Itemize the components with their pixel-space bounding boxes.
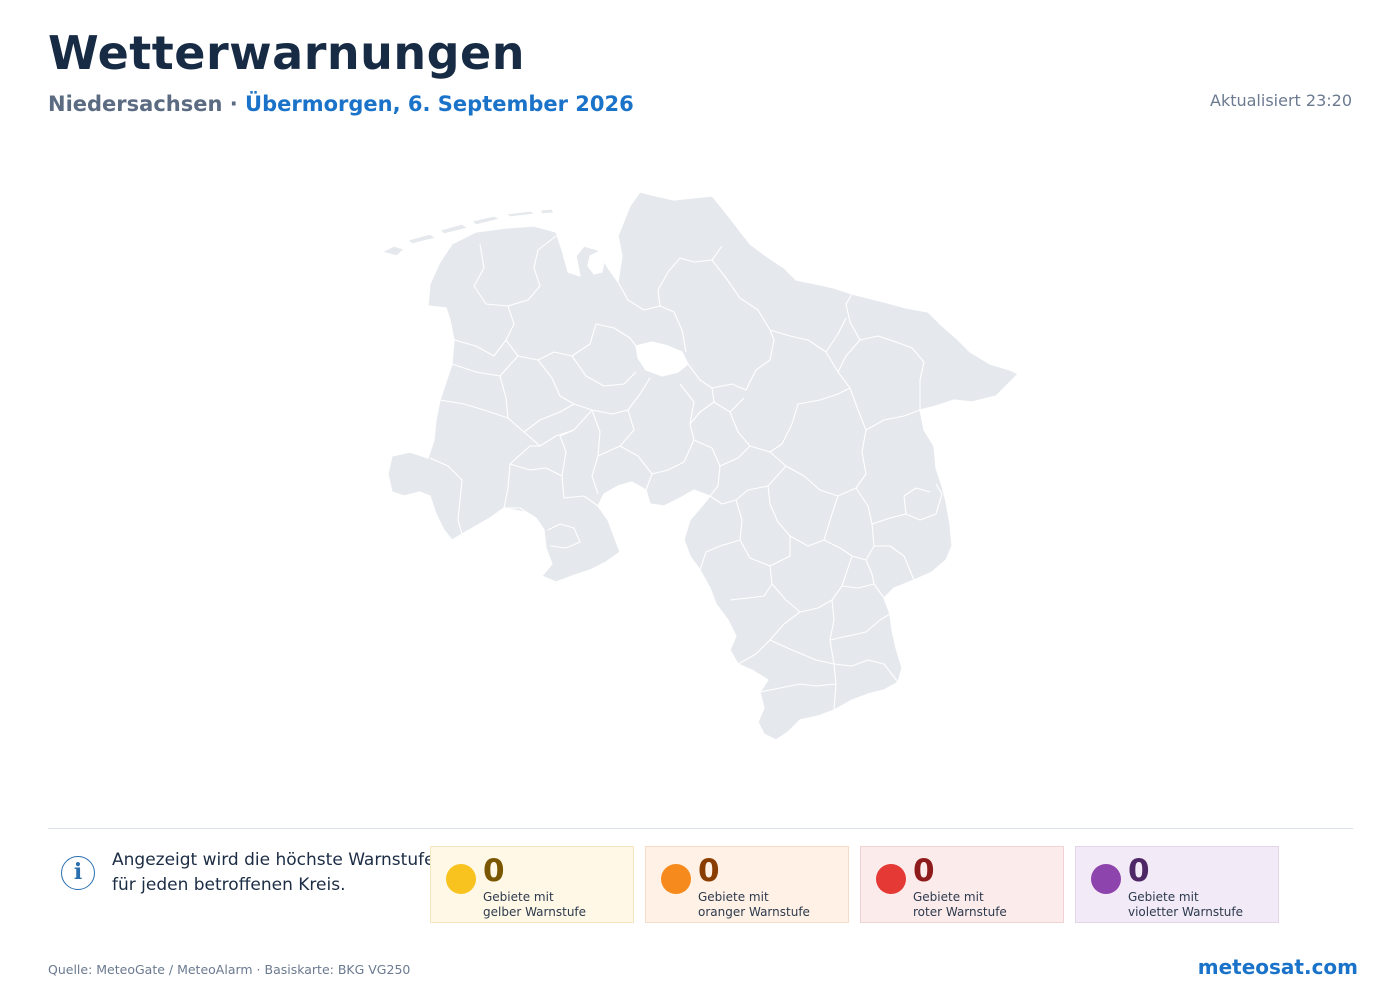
- label-line: gelber Warnstufe: [483, 905, 587, 919]
- violet-label: Gebiete mit violetter Warnstufe: [1128, 890, 1243, 920]
- summary-card-orange: 0 Gebiete mit oranger Warnstufe: [645, 846, 849, 923]
- island-shape: [381, 245, 405, 257]
- divider: [48, 828, 1353, 829]
- forecast-date: Übermorgen, 6. September 2026: [245, 92, 634, 116]
- red-count: 0: [913, 853, 935, 889]
- summary-card-red: 0 Gebiete mit roter Warnstufe: [860, 846, 1064, 923]
- island-shape: [439, 223, 469, 235]
- yellow-count: 0: [483, 853, 505, 889]
- source-attribution: Quelle: MeteoGate / MeteoAlarm · Basiska…: [48, 962, 411, 977]
- state-shape: [387, 191, 1019, 741]
- page-title: Wetterwarnungen: [48, 26, 526, 80]
- summary-card-yellow: 0 Gebiete mit gelber Warnstufe: [430, 846, 634, 923]
- district-borders: [429, 235, 943, 711]
- red-level-dot-icon: [876, 864, 906, 894]
- violet-level-dot-icon: [1091, 864, 1121, 894]
- label-line: Gebiete mit: [698, 890, 769, 904]
- bremerhaven-shape: [587, 251, 605, 275]
- label-line: roter Warnstufe: [913, 905, 1007, 919]
- brand-link[interactable]: meteosat.com: [1197, 955, 1358, 979]
- violet-count: 0: [1128, 853, 1150, 889]
- subtitle-separator: ·: [229, 92, 238, 116]
- label-line: Gebiete mit: [913, 890, 984, 904]
- label-line: Gebiete mit: [483, 890, 554, 904]
- summary-card-violet: 0 Gebiete mit violetter Warnstufe: [1075, 846, 1279, 923]
- island-shape: [505, 210, 537, 218]
- info-text-line: für jeden betroffenen Kreis.: [112, 875, 346, 895]
- orange-level-dot-icon: [661, 864, 691, 894]
- region-name: Niedersachsen: [48, 92, 223, 116]
- orange-label: Gebiete mit oranger Warnstufe: [698, 890, 810, 920]
- island-shape: [539, 208, 555, 215]
- yellow-level-dot-icon: [446, 864, 476, 894]
- yellow-label: Gebiete mit gelber Warnstufe: [483, 890, 586, 920]
- orange-count: 0: [698, 853, 720, 889]
- red-label: Gebiete mit roter Warnstufe: [913, 890, 1007, 920]
- subtitle: Niedersachsen · Übermorgen, 6. September…: [48, 92, 634, 116]
- info-text-line: Angezeigt wird die höchste Warnstufe: [112, 850, 435, 870]
- label-line: Gebiete mit: [1128, 890, 1199, 904]
- info-text: Angezeigt wird die höchste Warnstufe für…: [112, 848, 442, 898]
- updated-timestamp: Aktualisiert 23:20: [1210, 91, 1352, 110]
- label-line: oranger Warnstufe: [698, 905, 810, 919]
- info-icon: i: [61, 856, 95, 890]
- label-line: violetter Warnstufe: [1128, 905, 1243, 919]
- island-shape: [471, 215, 501, 226]
- island-shape: [407, 233, 437, 245]
- bremen-shape: [635, 341, 689, 377]
